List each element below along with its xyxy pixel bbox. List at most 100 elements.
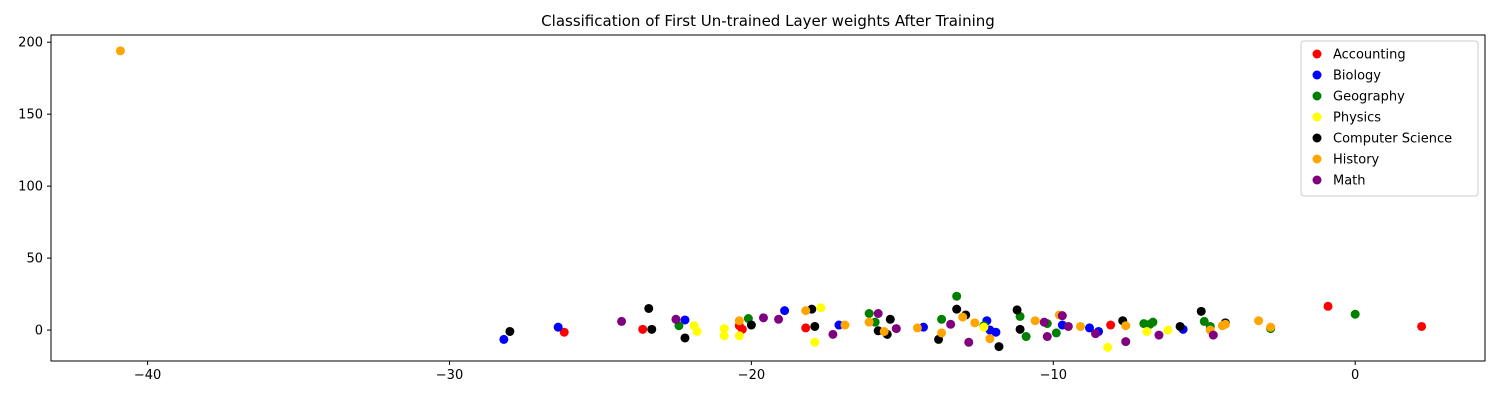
data-point [970,318,980,328]
data-point [828,329,838,339]
data-point [891,324,901,334]
y-tick-label: 50 [26,252,43,267]
data-point [937,314,947,324]
data-point [1220,319,1230,329]
data-point [801,323,811,333]
data-point [864,309,874,319]
series-physics [689,303,1173,352]
y-tick-label: 200 [18,36,43,51]
x-tick-label: −40 [134,368,161,383]
data-point [1030,316,1040,326]
data-point [1057,311,1067,321]
legend-marker [1312,133,1322,143]
data-point [1196,306,1206,316]
data-point [553,322,563,332]
data-point [985,334,995,344]
data-point [946,319,956,329]
legend: Accounting Biology Geography Physics Compute… [1300,40,1479,197]
x-tick-label: −10 [1040,368,1067,383]
data-point [115,46,125,56]
legend-marker [1312,91,1322,101]
data-point [1121,321,1131,331]
data-point [979,322,989,332]
legend-label: Accounting [1333,48,1406,63]
data-point [816,303,826,313]
data-point [644,303,654,313]
data-point [1085,323,1095,333]
data-point [746,320,756,330]
series-computer-science [505,303,1230,352]
series-math [617,309,1218,347]
data-point [958,312,968,322]
data-point [719,331,729,341]
data-point [912,323,922,333]
legend-label: Biology [1333,69,1381,84]
data-point [1148,317,1158,327]
data-point [1106,320,1116,330]
data-point [559,327,569,337]
y-tick-label: 150 [18,108,43,123]
data-point [1021,332,1031,342]
data-point [1254,316,1264,326]
data-point [1208,330,1218,340]
data-point [671,314,681,324]
data-point [719,324,729,334]
y-tick-label: 0 [35,324,43,339]
data-point [879,326,889,336]
data-point [1121,337,1131,347]
x-tick-label: 0 [1351,368,1359,383]
x-tick-label: −20 [738,368,765,383]
data-point [991,327,1001,337]
data-point [1350,309,1360,319]
plot-frame [50,34,1486,362]
data-point [1103,342,1113,352]
legend-label: Math [1333,174,1366,189]
axes: −40 −30 −20 −10 0 0 50 100 150 200 [18,36,1359,383]
legend-label: Computer Science [1333,132,1452,147]
x-tick-label: −30 [436,368,463,383]
data-point [864,317,874,327]
legend-box [1300,40,1479,197]
data-point [885,314,895,324]
data-point [1417,321,1427,331]
legend-label: History [1333,153,1380,168]
data-point [1063,321,1073,331]
data-point [937,328,947,338]
data-point [810,337,820,347]
data-point [774,314,784,324]
legend-label: Geography [1333,90,1405,105]
data-point [801,306,811,316]
data-point [1042,332,1052,342]
data-points [115,46,1427,352]
data-point [1175,321,1185,331]
legend-marker [1312,49,1322,59]
data-point [692,326,702,336]
data-point [1163,325,1173,335]
data-point [1266,322,1276,332]
data-point [1154,330,1164,340]
legend-marker [1312,175,1322,185]
data-point [1142,326,1152,336]
legend-marker [1312,70,1322,80]
data-point [734,331,744,341]
data-point [780,306,790,316]
data-point [994,342,1004,352]
data-point [964,337,974,347]
data-point [680,333,690,343]
legend-marker [1312,154,1322,164]
data-point [1015,324,1025,334]
data-point [1039,317,1049,327]
data-point [680,315,690,325]
data-point [1323,301,1333,311]
data-point [1075,321,1085,331]
data-point [810,321,820,331]
data-point [1091,329,1101,339]
data-point [1199,316,1209,326]
data-point [505,326,515,336]
data-point [638,324,648,334]
chart-title: Classification of First Un-trained Layer… [541,12,995,30]
data-point [1012,305,1022,315]
data-point [499,334,509,344]
